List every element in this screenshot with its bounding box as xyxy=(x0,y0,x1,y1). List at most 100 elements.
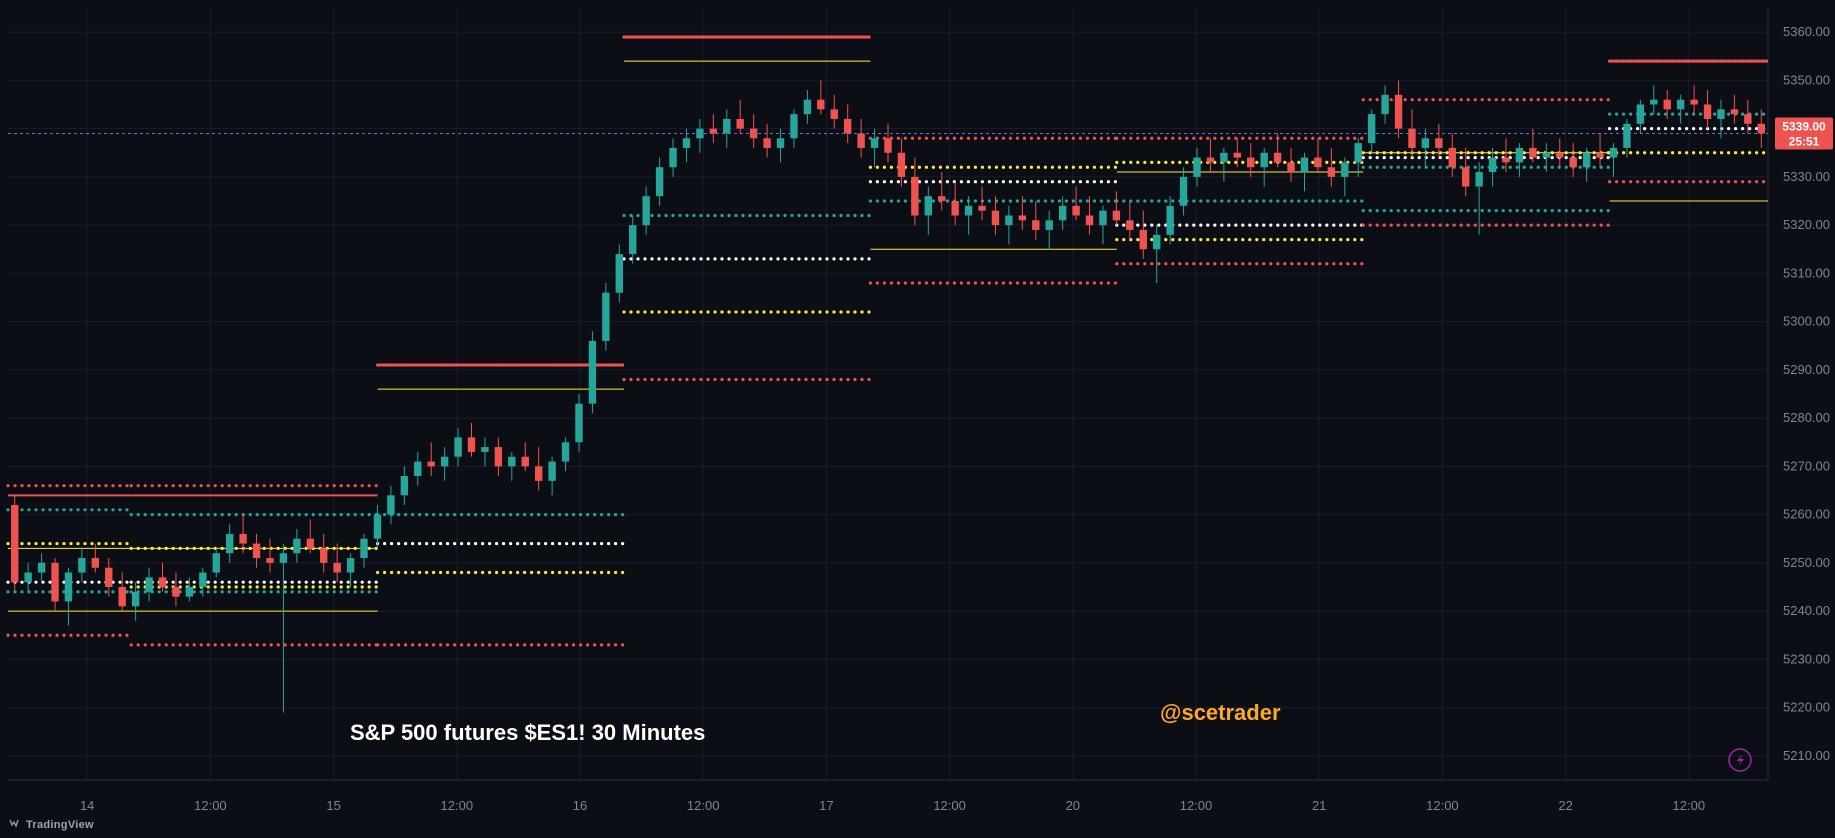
candle[interactable] xyxy=(1287,162,1294,172)
candle[interactable] xyxy=(1247,158,1254,168)
candle[interactable] xyxy=(1704,105,1711,119)
candle[interactable] xyxy=(522,457,529,467)
candle[interactable] xyxy=(1717,109,1724,119)
candle[interactable] xyxy=(642,196,649,225)
candle[interactable] xyxy=(938,196,945,201)
candle[interactable] xyxy=(186,587,193,597)
candle[interactable] xyxy=(831,109,838,119)
candle[interactable] xyxy=(1341,162,1348,176)
candle[interactable] xyxy=(857,133,864,147)
candle[interactable] xyxy=(1005,215,1012,225)
candle[interactable] xyxy=(481,447,488,452)
candle[interactable] xyxy=(454,437,461,456)
candle[interactable] xyxy=(1314,158,1321,168)
candle[interactable] xyxy=(1193,158,1200,177)
candle[interactable] xyxy=(253,544,260,558)
candle[interactable] xyxy=(1046,220,1053,230)
candle[interactable] xyxy=(1234,153,1241,158)
candle[interactable] xyxy=(616,254,623,293)
candle[interactable] xyxy=(790,114,797,138)
candle[interactable] xyxy=(1623,124,1630,148)
candle[interactable] xyxy=(132,592,139,606)
candle[interactable] xyxy=(844,119,851,133)
candle[interactable] xyxy=(978,206,985,211)
candle[interactable] xyxy=(1019,215,1026,220)
candle[interactable] xyxy=(1596,153,1603,158)
candle[interactable] xyxy=(1583,153,1590,167)
candle[interactable] xyxy=(145,577,152,591)
candle[interactable] xyxy=(669,148,676,167)
candle[interactable] xyxy=(629,225,636,254)
candle[interactable] xyxy=(1462,167,1469,186)
candle[interactable] xyxy=(1543,153,1550,158)
candle[interactable] xyxy=(1664,100,1671,110)
candle[interactable] xyxy=(548,462,555,481)
candle[interactable] xyxy=(1381,95,1388,114)
candle[interactable] xyxy=(951,201,958,215)
candle[interactable] xyxy=(1690,100,1697,105)
candle[interactable] xyxy=(1569,158,1576,168)
candle[interactable] xyxy=(199,573,206,587)
candle[interactable] xyxy=(1408,129,1415,148)
candle[interactable] xyxy=(374,515,381,539)
candle[interactable] xyxy=(347,558,354,572)
candle[interactable] xyxy=(1744,114,1751,124)
candle[interactable] xyxy=(1516,148,1523,162)
candle[interactable] xyxy=(1166,206,1173,235)
candle[interactable] xyxy=(360,539,367,558)
candle[interactable] xyxy=(1260,153,1267,167)
candle[interactable] xyxy=(172,587,179,597)
candle[interactable] xyxy=(1556,153,1563,158)
candle[interactable] xyxy=(817,100,824,110)
candle[interactable] xyxy=(1637,105,1644,124)
candle[interactable] xyxy=(1113,211,1120,221)
candle[interactable] xyxy=(414,462,421,476)
candle[interactable] xyxy=(1355,143,1362,162)
candle[interactable] xyxy=(495,447,502,466)
candle[interactable] xyxy=(884,138,891,152)
candle[interactable] xyxy=(723,119,730,133)
candle[interactable] xyxy=(293,539,300,553)
candle[interactable] xyxy=(1328,167,1335,177)
candle[interactable] xyxy=(1140,230,1147,249)
candle[interactable] xyxy=(710,129,717,134)
candle[interactable] xyxy=(911,177,918,216)
candle[interactable] xyxy=(602,293,609,341)
candle[interactable] xyxy=(51,563,58,602)
candle[interactable] xyxy=(1368,114,1375,143)
candle[interactable] xyxy=(280,553,287,563)
candle[interactable] xyxy=(1758,124,1765,134)
candle[interactable] xyxy=(441,457,448,467)
candle[interactable] xyxy=(1086,215,1093,225)
candle[interactable] xyxy=(535,466,542,480)
candle[interactable] xyxy=(226,534,233,553)
candle[interactable] xyxy=(92,558,99,568)
candle[interactable] xyxy=(24,573,31,583)
chart-container[interactable]: 5210.005220.005230.005240.005250.005260.… xyxy=(0,0,1835,838)
candle[interactable] xyxy=(589,341,596,404)
candle[interactable] xyxy=(307,539,314,549)
candle[interactable] xyxy=(1153,235,1160,249)
candle[interactable] xyxy=(1435,138,1442,148)
candle[interactable] xyxy=(871,138,878,148)
candle[interactable] xyxy=(239,534,246,544)
candle[interactable] xyxy=(1099,211,1106,225)
candle[interactable] xyxy=(1449,148,1456,167)
candle[interactable] xyxy=(575,404,582,443)
candle[interactable] xyxy=(562,442,569,461)
candle[interactable] xyxy=(737,119,744,129)
candle[interactable] xyxy=(1180,177,1187,206)
candle[interactable] xyxy=(777,138,784,148)
candle[interactable] xyxy=(804,100,811,114)
candle[interactable] xyxy=(1126,220,1133,230)
candle[interactable] xyxy=(78,558,85,572)
candle[interactable] xyxy=(1610,148,1617,158)
candle[interactable] xyxy=(387,495,394,514)
candle[interactable] xyxy=(11,505,18,582)
candle[interactable] xyxy=(333,563,340,573)
candle[interactable] xyxy=(1032,220,1039,230)
candle[interactable] xyxy=(1207,158,1214,163)
candle[interactable] xyxy=(266,558,273,563)
candle[interactable] xyxy=(898,153,905,177)
candle[interactable] xyxy=(65,573,72,602)
